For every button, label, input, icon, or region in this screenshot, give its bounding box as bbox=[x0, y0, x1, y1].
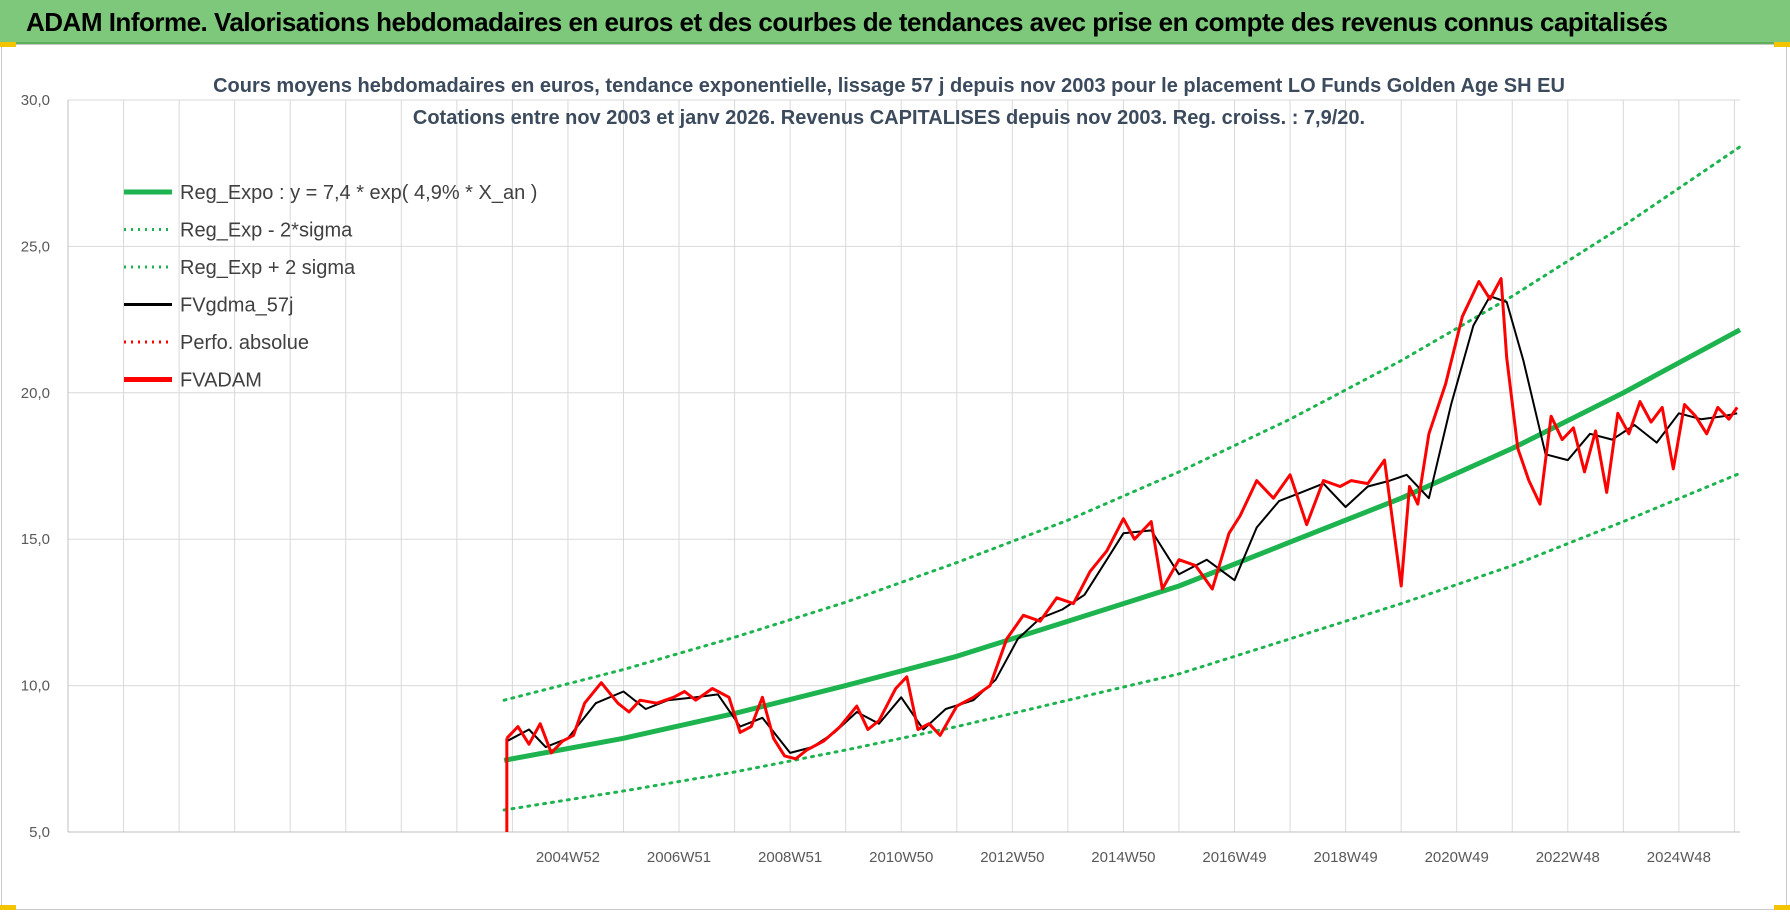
series-fvadam bbox=[505, 277, 1739, 761]
y-tick-label: 25,0 bbox=[21, 238, 50, 255]
legend-label-perf: Perfo. absolue bbox=[180, 332, 309, 354]
chart-title: Cours moyens hebdomadaires en euros, ten… bbox=[213, 75, 1565, 97]
y-tick-label: 20,0 bbox=[21, 385, 50, 402]
legend-label-smooth: FVgdma_57j bbox=[180, 295, 293, 317]
series-fvgdma bbox=[506, 295, 1738, 754]
x-tick-label: 2006W51 bbox=[647, 849, 711, 866]
x-tick-label: 2022W48 bbox=[1536, 849, 1600, 866]
series-lower-band bbox=[502, 471, 1742, 812]
y-tick-label: 5,0 bbox=[29, 824, 50, 841]
y-tick-label: 30,0 bbox=[21, 92, 50, 109]
corner-marker-top-right bbox=[1774, 42, 1790, 47]
corner-marker-top-left bbox=[0, 42, 16, 47]
series-reg-expo bbox=[503, 327, 1742, 763]
corner-marker-bottom-right bbox=[1774, 905, 1790, 910]
chart-frame bbox=[1, 44, 1787, 910]
x-tick-label: 2024W48 bbox=[1647, 849, 1711, 866]
x-tick-label: 2014W50 bbox=[1091, 849, 1155, 866]
report-banner: ADAM Informe. Valorisations hebdomadaire… bbox=[0, 0, 1790, 44]
y-tick-label: 15,0 bbox=[21, 531, 50, 548]
series-upper-band bbox=[502, 145, 1742, 702]
x-tick-label: 2010W50 bbox=[869, 849, 933, 866]
x-tick-label: 2018W49 bbox=[1313, 849, 1377, 866]
legend-label-upper: Reg_Exp + 2 sigma bbox=[180, 257, 356, 279]
chart-subtitle: Cotations entre nov 2003 et janv 2026. R… bbox=[413, 107, 1365, 129]
x-tick-label: 2016W49 bbox=[1202, 849, 1266, 866]
x-tick-label: 2008W51 bbox=[758, 849, 822, 866]
legend-label-lower: Reg_Exp - 2*sigma bbox=[180, 220, 353, 242]
corner-marker-bottom-left bbox=[0, 905, 16, 910]
report-title: ADAM Informe. Valorisations hebdomadaire… bbox=[26, 7, 1668, 37]
x-tick-label: 2004W52 bbox=[536, 849, 600, 866]
x-tick-label: 2012W50 bbox=[980, 849, 1044, 866]
y-tick-label: 10,0 bbox=[21, 678, 50, 695]
legend-label-reg: Reg_Expo : y = 7,4 * exp( 4,9% * X_an ) bbox=[180, 182, 537, 204]
x-tick-label: 2020W49 bbox=[1425, 849, 1489, 866]
legend-label-fvadam: FVADAM bbox=[180, 370, 262, 392]
